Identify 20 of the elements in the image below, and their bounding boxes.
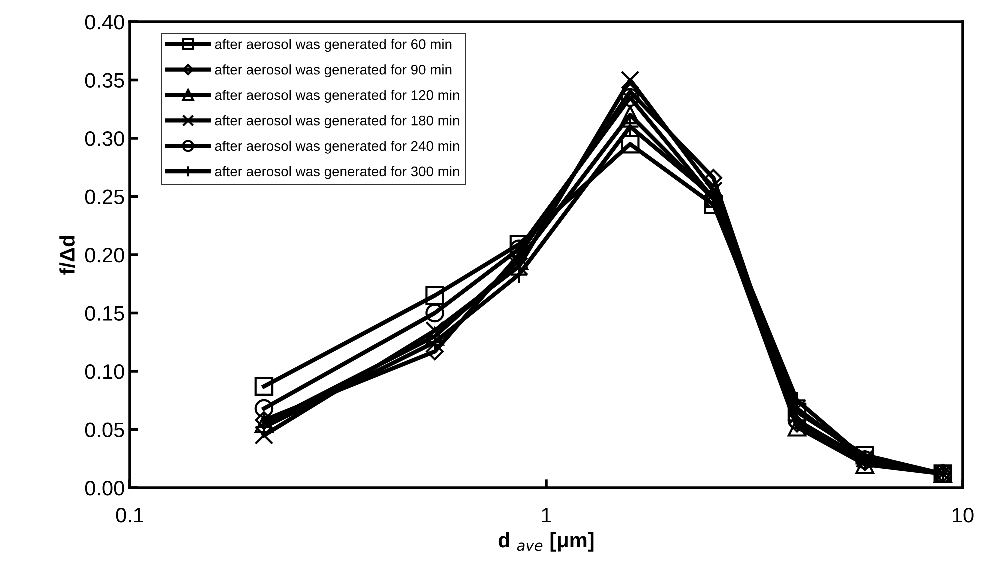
y-tick-label: 0.40 <box>85 15 124 30</box>
y-tick-label: 0.30 <box>85 132 124 146</box>
legend-label: after aerosol was generated for 240 min <box>215 140 460 154</box>
x-tick-label: 1 <box>542 508 552 523</box>
y-tick-label: 0.15 <box>85 306 124 322</box>
x-axis-title: d $_{ave}$ [μm] <box>498 532 594 552</box>
legend-label: after aerosol was generated for 180 min <box>215 116 460 128</box>
y-tick-label: 0.20 <box>85 248 124 263</box>
y-axis-title: f/Δd <box>60 236 76 275</box>
y-tick-label: 0.25 <box>85 190 124 205</box>
y-tick-label: 0.10 <box>85 364 124 380</box>
x-tick-label: 10 <box>953 508 974 523</box>
x-tick-label: 0.1 <box>116 508 144 523</box>
y-tick-label: 0.35 <box>85 73 124 88</box>
legend-label: after aerosol was generated for 60 min <box>215 39 452 52</box>
legend-label: after aerosol was generated for 120 min <box>215 90 460 103</box>
legend-label: after aerosol was generated for 90 min <box>215 64 452 78</box>
y-tick-label: 0.05 <box>85 422 124 438</box>
y-tick-label: 0.00 <box>85 481 124 496</box>
legend-label: after aerosol was generated for 300 min <box>215 166 460 180</box>
